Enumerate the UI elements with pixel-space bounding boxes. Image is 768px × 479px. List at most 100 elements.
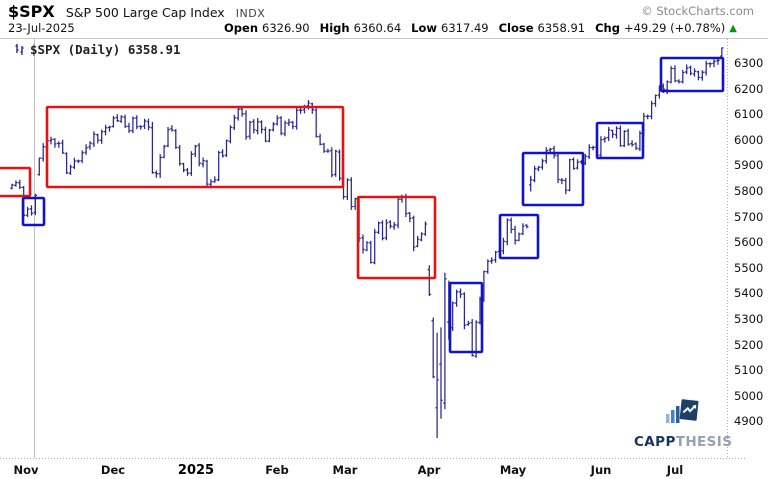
price-bar [131, 116, 135, 134]
y-tick-label: 5100 [734, 363, 764, 378]
price-bar [103, 124, 108, 136]
quote-value: 6360.64 [353, 21, 402, 35]
up-triangle-icon: ▲ [729, 23, 737, 34]
red-annotation-box [356, 195, 437, 280]
y-tick-label: 5200 [734, 337, 764, 352]
y-tick-label: 5900 [734, 158, 764, 173]
price-bar [232, 114, 236, 131]
price-bar [646, 114, 650, 120]
price-bar [166, 127, 170, 148]
price-bar [158, 154, 162, 178]
blue-annotation-box [595, 121, 645, 160]
price-bar [462, 292, 467, 330]
price-bar [240, 107, 244, 117]
x-month-label: Feb [265, 463, 289, 477]
price-bar [685, 64, 689, 74]
price-bar [540, 158, 545, 170]
price-bar [603, 136, 607, 143]
quote-value: +49.29 (+0.78%) [623, 21, 726, 35]
chart-date: 23-Jul-2025 [8, 21, 75, 35]
price-bar [556, 152, 560, 184]
price-bar [185, 168, 190, 176]
price-bars-icon [15, 44, 24, 55]
price-bar [119, 115, 123, 123]
price-bar [64, 152, 69, 175]
price-bar [720, 47, 724, 59]
price-bar [708, 62, 712, 68]
price-bar [435, 332, 439, 438]
y-tick-label: 5600 [734, 235, 764, 250]
y-tick-label: 5400 [734, 286, 764, 301]
price-bar [252, 119, 256, 134]
x-month-label: Apr [417, 463, 441, 477]
price-bar [423, 221, 428, 236]
exchange-label: INDX [235, 7, 266, 20]
price-bar [349, 177, 353, 210]
price-bar [345, 178, 350, 200]
price-bar [575, 159, 580, 170]
price-bar [638, 130, 642, 152]
price-bar [170, 125, 174, 132]
price-bar [263, 126, 268, 143]
quote-label: Open [224, 21, 259, 35]
price-bar [415, 235, 420, 248]
price-bar [622, 130, 626, 147]
price-bar [217, 150, 221, 181]
price-bar [376, 221, 381, 234]
quote-label: Chg [595, 21, 620, 35]
price-bar [653, 94, 658, 107]
price-bar [72, 157, 77, 169]
price-bar [361, 234, 365, 254]
quote-label: Low [411, 21, 438, 35]
price-bar [68, 164, 73, 175]
x-month-label: May [499, 463, 527, 477]
price-bar [14, 180, 18, 187]
price-bar [669, 66, 673, 84]
cappthesis-wordmark: CAPPTHESIS [634, 434, 733, 450]
x-month-label: Jul [666, 463, 684, 477]
price-bar [501, 237, 506, 255]
logo-text-thesis: THESIS [675, 434, 733, 450]
price-bar [322, 142, 326, 153]
price-bar [174, 129, 178, 149]
price-bar [244, 110, 248, 140]
price-bar [61, 139, 65, 154]
blue-annotation-box [659, 56, 725, 93]
symbol-label: $SPX [8, 2, 55, 21]
price-bar [412, 215, 416, 252]
price-bar [649, 100, 654, 120]
price-bar [493, 250, 498, 263]
price-bar [591, 145, 595, 151]
price-bar [365, 241, 369, 252]
price-bar [228, 125, 233, 144]
price-bar [587, 144, 591, 159]
y-tick-label: 5000 [734, 388, 764, 403]
price-bar [259, 120, 264, 134]
price-bar [88, 141, 92, 150]
price-bar [295, 107, 299, 130]
y-tick-label: 5300 [734, 312, 764, 326]
price-bar [599, 136, 603, 159]
price-bar [142, 118, 147, 129]
price-bar [392, 222, 396, 230]
price-bar [201, 157, 205, 168]
price-bar [431, 317, 435, 379]
price-bar [626, 128, 630, 146]
price-bar [369, 240, 373, 264]
price-bar [630, 140, 634, 147]
price-bar [236, 108, 240, 121]
price-bar [41, 143, 45, 162]
price-bar [513, 225, 517, 245]
price-bar [490, 257, 494, 264]
price-bar [704, 60, 708, 76]
price-bar [139, 125, 143, 130]
price-bar [107, 125, 112, 132]
price-bar [178, 144, 182, 166]
price-bar [127, 122, 131, 133]
price-bar [57, 141, 61, 148]
price-bar [318, 133, 322, 146]
price-bar [337, 149, 342, 181]
y-tick-label: 6300 [734, 56, 764, 70]
price-bar [220, 149, 225, 158]
price-bar [607, 127, 611, 142]
